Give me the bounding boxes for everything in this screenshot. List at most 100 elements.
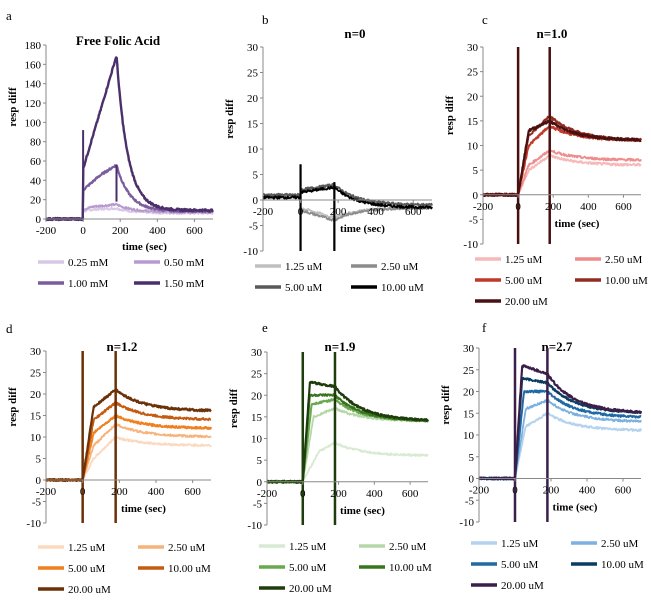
y-tick-label: 25 (467, 67, 479, 79)
legend: 1.25 uM 2.50 uM 5.00 uM 10.00 uM 20.00 uM (475, 254, 648, 308)
x-tick-label: -200 (257, 488, 278, 500)
panel-letter: c (482, 12, 488, 27)
legend-label: 5.00 uM (501, 559, 539, 571)
series-group (45, 388, 212, 483)
x-tick-label: 600 (186, 225, 203, 237)
y-tick-label: 20 (30, 195, 42, 207)
y-tick-label: 20 (30, 389, 42, 401)
x-tick-label: 0 (298, 206, 304, 218)
y-tick-label: 15 (463, 408, 475, 420)
legend-label: 5.00 uM (505, 275, 543, 287)
y-tick-label: 20 (463, 387, 475, 399)
y-tick-label: 160 (25, 59, 42, 71)
legend: 1.25 uM 2.50 uM 5.00 uM 10.00 uM 20.00 uM (471, 538, 644, 592)
y-tick-label: 0 (253, 195, 259, 207)
y-tick-label: 0 (36, 475, 42, 487)
y-tick-label: -5 (249, 221, 259, 233)
legend-label: 5.00 uM (285, 282, 323, 294)
x-tick-label: 200 (330, 488, 347, 500)
legend-label: 0.25 mM (68, 257, 109, 269)
y-tick-label: 30 (30, 346, 42, 358)
legend: 1.25 uM 2.50 uM 5.00 uM 10.00 uM 20.00 uM (38, 542, 211, 596)
x-axis-label: time (sec) (555, 218, 600, 230)
x-axis-label: time (sec) (553, 502, 598, 514)
x-tick-label: 600 (184, 486, 201, 498)
y-axis-label: resp diff (444, 96, 456, 136)
legend-label: 2.50 uM (381, 261, 419, 273)
series-group (266, 380, 429, 484)
x-tick-label: -200 (469, 485, 490, 497)
panel-title: n=1.0 (537, 26, 568, 41)
y-tick-label: 20 (467, 91, 479, 103)
legend-label: 10.00 uM (389, 562, 432, 574)
y-tick-label: -5 (465, 495, 475, 507)
y-tick-label: 10 (30, 432, 42, 444)
x-tick-label: 400 (366, 488, 383, 500)
series-line-2 (45, 422, 212, 482)
x-tick-label: 0 (512, 485, 518, 497)
y-tick-label: 10 (247, 144, 259, 156)
y-tick-label: 5 (257, 455, 263, 467)
series-line-4 (262, 185, 433, 210)
y-tick-label: 15 (247, 119, 259, 131)
series-group (477, 364, 643, 481)
x-axis-label: time (sec) (340, 505, 385, 517)
x-tick-label: 600 (615, 485, 632, 497)
panel-a: a Free Folic Acid 0 20 40 60 80 100 120 140 160 180… (6, 8, 215, 290)
x-tick-label: 400 (367, 206, 384, 218)
legend-label: 20.00 uM (501, 580, 544, 592)
series-line-2 (482, 148, 642, 197)
x-tick-label: 400 (579, 485, 596, 497)
y-tick-label: -5 (469, 214, 479, 226)
panel-letter: d (6, 321, 13, 336)
legend-label: 1.25 uM (501, 538, 539, 550)
series-line-3 (262, 183, 433, 207)
x-tick-label: 0 (515, 201, 521, 213)
y-tick-label: 15 (467, 116, 479, 128)
panel-letter: a (6, 8, 12, 23)
x-tick-label: -200 (473, 201, 494, 213)
y-tick-label: 10 (467, 141, 479, 153)
panel-title: Free Folic Acid (76, 33, 161, 48)
y-axis-label: resp diff (440, 385, 452, 425)
y-tick-label: 5 (469, 452, 475, 464)
y-tick-label: 0 (473, 190, 479, 202)
legend-label: 1.25 uM (285, 261, 323, 273)
y-tick-label: -5 (32, 497, 42, 509)
x-tick-label: 400 (149, 225, 166, 237)
y-tick-label: -10 (463, 239, 478, 251)
panel-title: n=1.2 (107, 339, 138, 354)
series-group (45, 56, 215, 222)
y-tick-label: 10 (251, 434, 263, 446)
legend-label: 2.50 uM (601, 538, 639, 550)
series-line-1 (478, 412, 642, 481)
x-tick-label: 200 (543, 485, 560, 497)
x-axis-label: time (sec) (340, 223, 385, 235)
y-tick-label: -5 (253, 498, 263, 510)
x-tick-label: 0 (300, 488, 306, 500)
x-tick-label: 600 (615, 201, 632, 213)
y-tick-label: -10 (26, 518, 41, 530)
legend-label: 5.00 uM (68, 563, 106, 575)
y-tick-label: -10 (243, 246, 258, 258)
y-tick-label: 80 (30, 137, 42, 149)
x-axis-label: time (sec) (122, 241, 167, 253)
y-tick-label: 30 (247, 42, 259, 54)
x-tick-label: 200 (330, 206, 347, 218)
y-tick-label: 180 (25, 40, 42, 52)
y-tick-label: 0 (36, 214, 42, 226)
legend-label: 2.50 uM (168, 542, 206, 554)
series-line-5 (477, 364, 643, 481)
y-tick-label: 5 (36, 454, 42, 466)
y-tick-label: 25 (30, 368, 42, 380)
legend-label: 1.25 uM (289, 541, 327, 553)
x-tick-label: 200 (545, 201, 562, 213)
y-tick-label: 100 (25, 117, 42, 129)
y-tick-label: 120 (25, 98, 42, 110)
legend-label: 2.50 uM (605, 254, 643, 266)
series-line-5 (266, 380, 429, 484)
